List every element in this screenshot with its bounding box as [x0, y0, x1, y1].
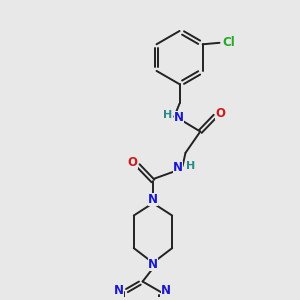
Text: H: H [186, 160, 195, 171]
Text: O: O [215, 107, 225, 120]
Text: N: N [161, 284, 171, 297]
Text: N: N [148, 193, 158, 206]
Text: N: N [114, 284, 124, 297]
Text: O: O [128, 156, 138, 169]
Text: N: N [174, 111, 184, 124]
Text: H: H [163, 110, 172, 120]
Text: N: N [173, 161, 183, 174]
Text: Cl: Cl [222, 36, 235, 49]
Text: N: N [148, 258, 158, 271]
